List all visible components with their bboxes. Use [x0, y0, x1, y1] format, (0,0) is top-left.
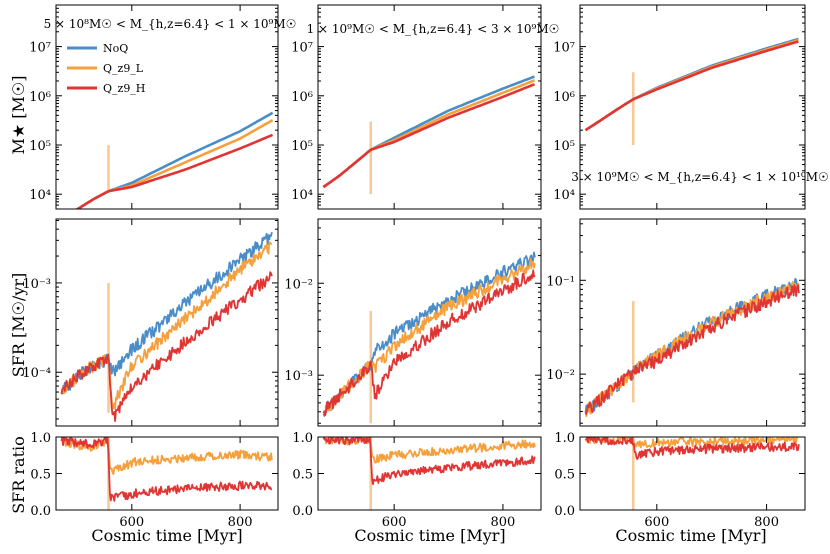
ytick-label: 1.0 — [554, 431, 575, 446]
ytick-label: 0.5 — [554, 468, 575, 483]
ytick-label: 0.0 — [292, 504, 313, 519]
xtick-label: 800 — [228, 515, 253, 530]
xtick-label: 600 — [119, 515, 144, 530]
ytick-label: 10⁷ — [291, 41, 313, 56]
legend-label-qz9l: Q_z9_L — [103, 62, 144, 75]
series-q-z9-l — [322, 257, 536, 416]
axes-frame — [55, 218, 279, 427]
ytick-label: 10⁻³ — [284, 369, 313, 384]
ytick-label: 10⁵ — [553, 139, 575, 154]
ytick-label: 1.0 — [30, 431, 51, 446]
series-q-z9-h — [322, 83, 535, 189]
ytick-label: 10⁷ — [553, 41, 575, 56]
series-q-z9-l — [60, 241, 273, 410]
ytick-label: 0.0 — [554, 504, 575, 519]
panel-mstar-col1: 10⁴ 10⁵ 10⁶ 10⁷ — [29, 4, 279, 210]
ytick-label: 0.5 — [292, 468, 313, 483]
xtick-label: 600 — [382, 515, 407, 530]
ytick-label: 10⁶ — [29, 90, 51, 105]
ytick-label: 10⁴ — [291, 188, 313, 203]
ytick-label: 10⁻² — [284, 277, 313, 292]
panel-mstar-col2: 10⁴ 10⁵ 10⁶ 10⁷ — [291, 4, 542, 210]
xtick-label: 800 — [491, 515, 516, 530]
axes-frame — [317, 436, 542, 511]
ylabel-ratio: SFR ratio — [9, 436, 28, 514]
ytick-label: 10⁵ — [29, 139, 51, 154]
ytick-label: 10⁻² — [546, 368, 575, 383]
panels-group: 10⁴ 10⁵ 10⁶ 10⁷ 10⁴ 10⁵ 10⁶ 10⁷ 10⁴ 10⁵ 10⁶ 10⁷ 10⁻⁴… — [22, 4, 806, 530]
ytick-label: 10⁵ — [291, 139, 313, 154]
panel-sfr-col3: 10⁻² 10⁻¹ — [546, 218, 806, 427]
legend: NoQ Q_z9_L Q_z9_H — [67, 42, 145, 95]
series-q-z9-h — [322, 269, 536, 417]
ytick-label: 0.5 — [30, 468, 51, 483]
series-q-z9-h — [75, 133, 274, 209]
xlabel-col3: Cosmic time [Myr] — [615, 526, 766, 545]
series-noq — [584, 37, 799, 132]
annotation-col3: 3 × 10⁹M☉ < M_{h,z=6.4} < 1 × 10¹⁰M☉ — [571, 170, 829, 184]
annotation-col2: 1 × 10⁹M☉ < M_{h,z=6.4} < 3 × 10⁹M☉ — [307, 22, 560, 36]
ytick-label: 10⁻¹ — [546, 274, 575, 289]
series-q-z9-h — [585, 437, 800, 460]
axes-frame — [55, 4, 279, 210]
ytick-label: 10⁻⁴ — [22, 366, 51, 381]
series-q-z9-h — [322, 437, 536, 486]
ylabel-sfr: SFR [M☉/yr] — [9, 273, 28, 377]
xlabel-col2: Cosmic time [Myr] — [354, 526, 505, 545]
ytick-label: 10⁶ — [553, 90, 575, 105]
series-q-z9-h — [60, 437, 273, 502]
annotation-col1: 5 × 10⁸M☉ < M_{h,z=6.4} < 1 × 10⁹M☉ — [44, 17, 297, 31]
xtick-label: 600 — [644, 515, 669, 530]
ytick-label: 10⁶ — [291, 90, 313, 105]
panel-sfr-col1: 10⁻⁴ 10⁻³ — [22, 218, 279, 427]
ytick-label: 10⁻³ — [22, 277, 51, 292]
ylabel-mstar: M★ [M☉] — [9, 75, 28, 154]
panel-ratio-col2: 0.0 0.5 1.0 600 800 — [292, 431, 542, 530]
panel-mstar-col3: 10⁴ 10⁵ 10⁶ 10⁷ — [553, 4, 806, 210]
legend-label-qz9h: Q_z9_H — [103, 82, 145, 95]
ytick-label: 10⁴ — [553, 188, 575, 203]
ytick-label: 1.0 — [292, 431, 313, 446]
ytick-label: 0.0 — [30, 504, 51, 519]
series-q-z9-h — [584, 283, 800, 415]
panel-sfr-col2: 10⁻³ 10⁻² — [284, 218, 542, 427]
ytick-label: 10⁷ — [29, 41, 51, 56]
series-q-z9-h — [584, 40, 799, 132]
xlabel-col1: Cosmic time [Myr] — [91, 526, 242, 545]
axes-frame — [317, 218, 542, 427]
legend-label-noq: NoQ — [103, 42, 128, 55]
ytick-label: 10⁴ — [29, 188, 51, 203]
xtick-label: 800 — [754, 515, 779, 530]
series-q-z9-l — [60, 437, 273, 476]
series-q-z9-l — [584, 38, 799, 132]
panel-ratio-col3: 0.0 0.5 1.0 600 800 — [554, 431, 806, 530]
panel-ratio-col1: 0.0 0.5 1.0 600 800 — [30, 431, 279, 530]
axes-frame — [579, 218, 806, 427]
series-q-z9-h — [60, 271, 273, 423]
series-q-z9-l — [584, 437, 799, 449]
